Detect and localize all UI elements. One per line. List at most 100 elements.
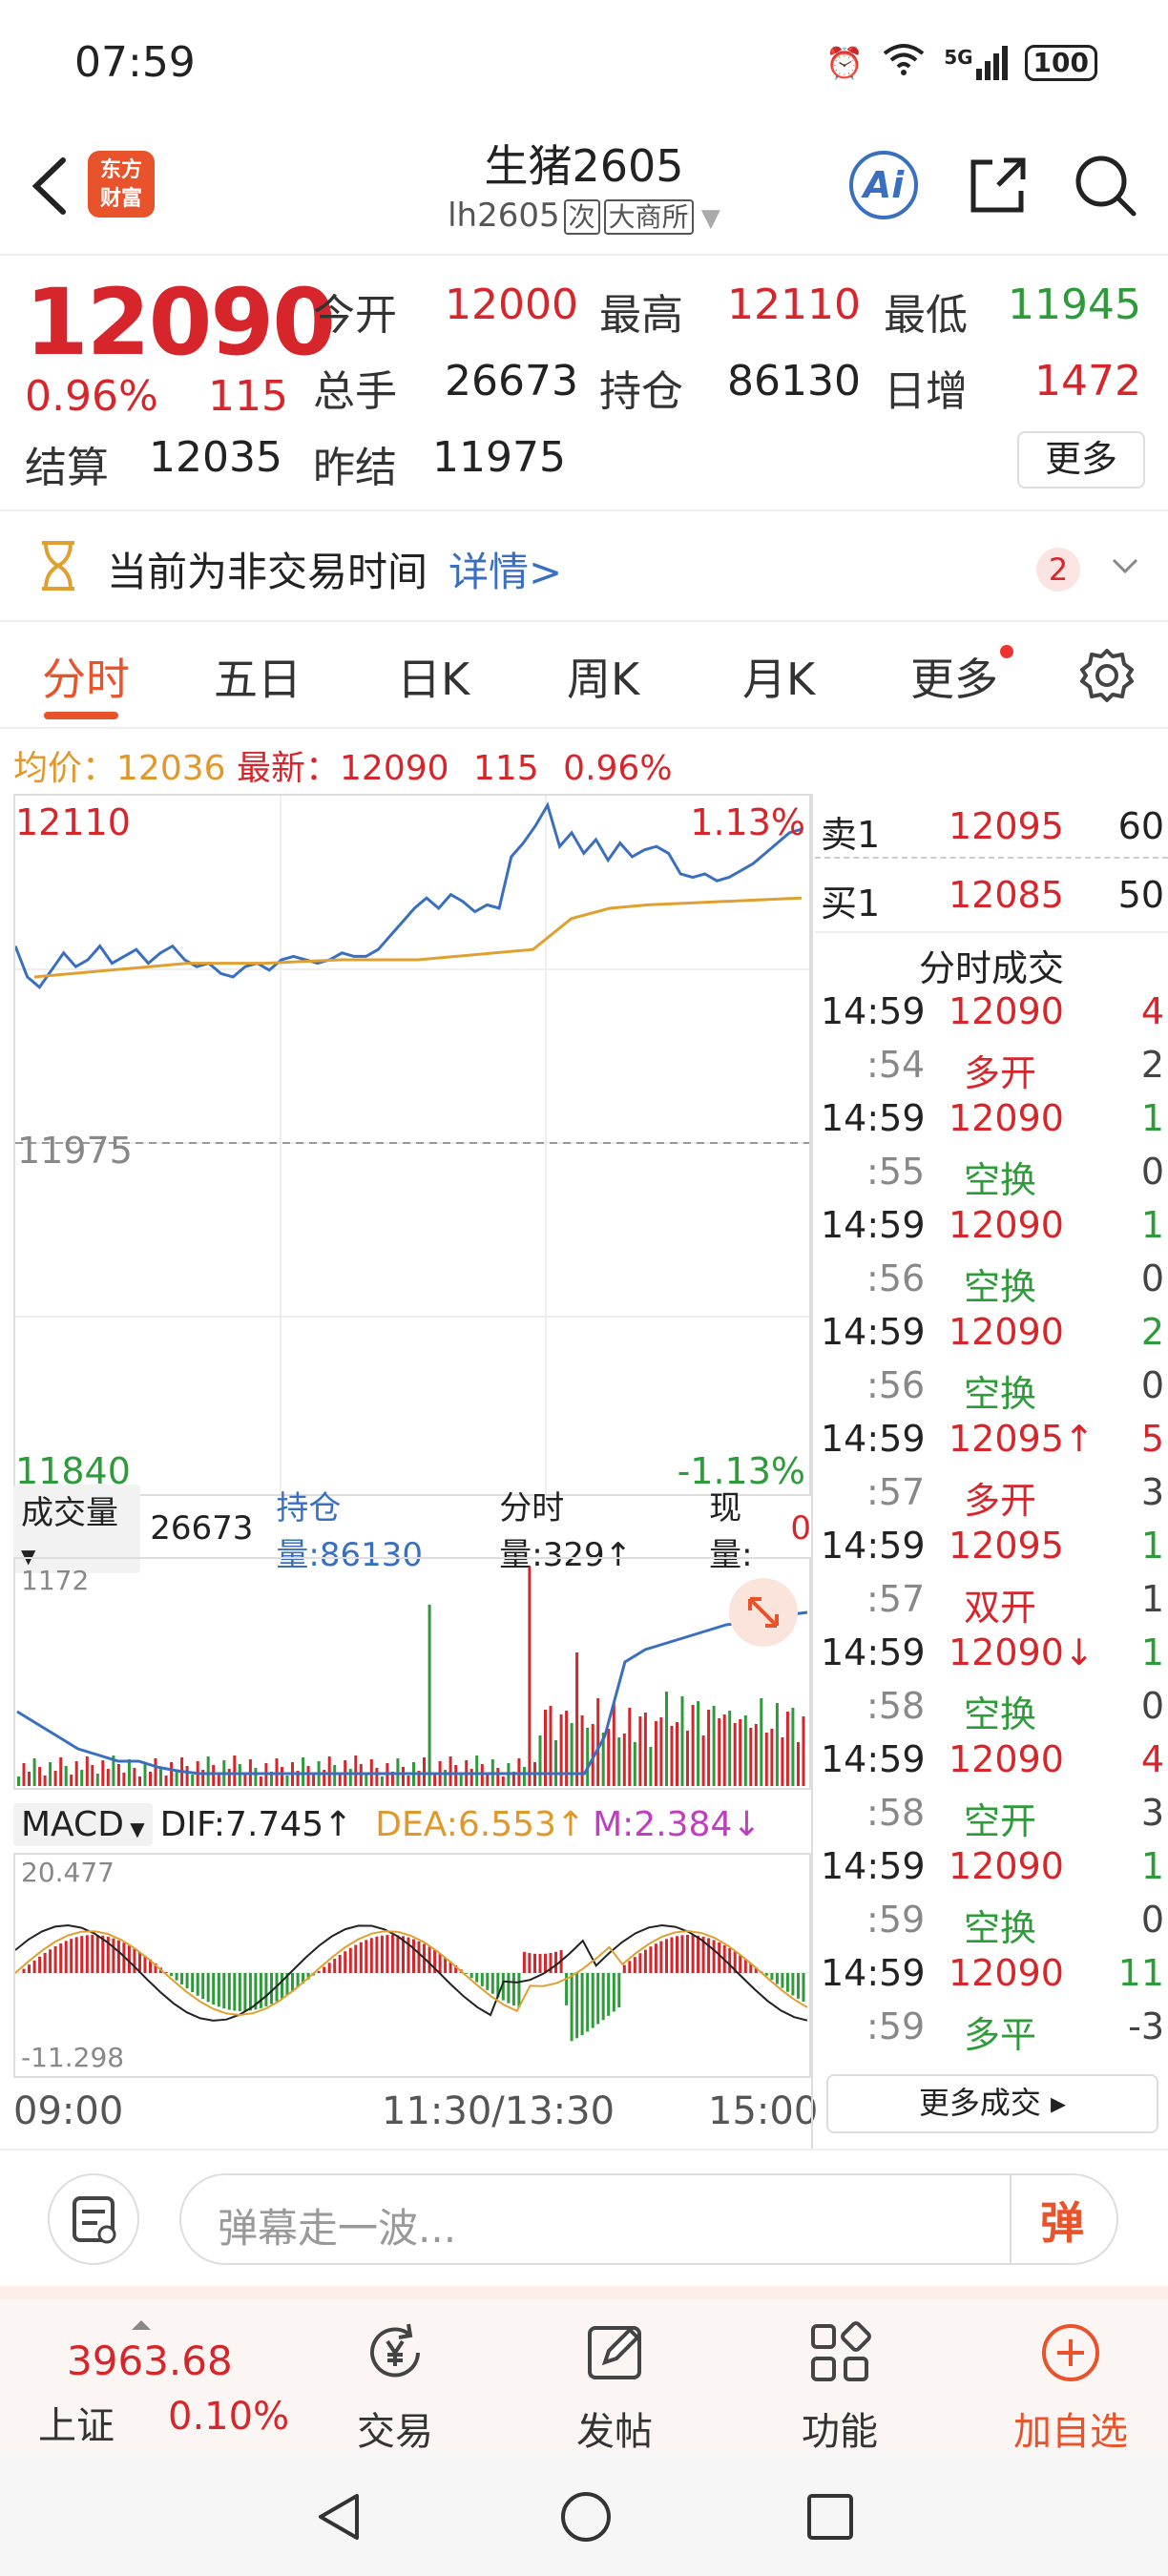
tab-more[interactable]: 更多 [910,645,1013,708]
macd-bar [775,1973,779,1984]
volume-bar [554,1740,557,1786]
back-button[interactable] [23,153,80,219]
macd-chart[interactable]: 20.477 -11.298 [13,1853,811,2078]
volume-header: 成交量 ▼ 26673 持仓量:86130 分时量:329↑ 现量: 0 [13,1484,811,1574]
volume-bar [312,1775,316,1786]
index-ticker[interactable]: 3963.68 上证 0.10% [0,2299,289,2452]
macd-bar [122,1942,126,1973]
volume-bar [433,1775,437,1786]
chevron-down-icon[interactable] [1111,557,1139,576]
chart-tabs: 分时 五日 日K 周K 月K 更多 [0,620,1168,727]
time-axis-start: 09:00 [13,2089,124,2133]
tab-weekly-k[interactable]: 周K [567,654,640,705]
status-icons: ⏰ 5G 100 [825,42,1097,84]
gear-icon[interactable] [1078,647,1136,704]
macd-bar [296,1973,300,1988]
contract-code: lh2605 [448,197,560,235]
volume-bar [28,1772,31,1786]
macd-bar [781,1973,784,1988]
tab-intraday[interactable]: 分时 [42,654,130,705]
volume-bar [296,1771,300,1786]
volume-bar [74,1761,78,1786]
volume-bar [739,1719,742,1786]
volume-bar [486,1773,490,1786]
intraday-price-chart[interactable]: 12110 1.13% 11975 11840 -1.13% [13,794,811,1496]
notice-details-link[interactable]: 详情> [448,549,563,595]
last-value: 12090 [340,749,449,788]
tab-monthly-k[interactable]: 月K [742,654,816,705]
volume-bar [712,1706,716,1786]
trade-price: 12090 [949,990,1064,1032]
volume-bar [549,1706,553,1786]
trade-second: :59 [866,1899,926,1941]
alarm-icon: ⏰ [825,45,865,81]
macd-bar [386,1935,389,1973]
tab-five-day[interactable]: 五日 [214,654,302,705]
tab-daily-k[interactable]: 日K [397,654,470,705]
volume-bar [781,1737,784,1786]
macd-bar [254,1973,258,2010]
macd-bar [528,1953,532,1973]
recent-apps-icon[interactable] [802,2488,859,2545]
volume-bar [38,1767,42,1786]
volume-chart[interactable]: 1172 [13,1557,811,1790]
volume-bar [53,1771,57,1786]
back-triangle-icon[interactable] [311,2488,368,2545]
danmu-input[interactable] [179,2173,1118,2265]
macd-bar [106,1937,110,1973]
ai-button[interactable]: Ai [849,151,918,219]
volume-bar [722,1714,726,1786]
macd-selector[interactable]: MACD ▼ [13,1802,153,1846]
last-label: 最新： [237,749,341,788]
macd-bar [570,1973,574,2042]
trade-type-qty: 3 [1140,1792,1164,1834]
volume-bar [423,1757,426,1786]
trade-qty: 1 [1140,1525,1164,1567]
macd-bar [359,1942,363,1973]
trade-time: 14:59 [821,1204,926,1246]
nav-functions[interactable]: 功能 [763,2299,916,2454]
volume-bar [217,1774,220,1786]
volume-bar [665,1692,668,1786]
macd-bar [638,1953,642,1973]
macd-bar [654,1943,657,1973]
macd-bar [549,1952,553,1973]
logo-text-1: 东方 [99,158,142,182]
battery-icon: 100 [1024,45,1097,81]
macd-bar [444,1957,448,1973]
order-divider [815,857,1168,859]
volume-bar [206,1756,210,1786]
trade-time: 14:59 [821,1418,926,1460]
settle-label: 结算 [25,444,109,492]
nav-post[interactable]: 发帖 [538,2299,691,2454]
share-button[interactable] [964,153,1031,219]
macd-bar [480,1973,484,1986]
volume-bar [302,1757,305,1786]
volume-bar [227,1769,231,1786]
buy-1-price: 12085 [949,874,1064,916]
volume-bar [676,1722,678,1786]
macd-bar [338,1955,342,1973]
nav-add-watchlist[interactable]: 加自选 [994,2299,1147,2454]
nav-trade[interactable]: 交易 [319,2299,471,2454]
macd-bar [43,1952,47,1973]
volume-bar [728,1711,732,1786]
volume-bar [106,1769,110,1786]
search-button[interactable] [1071,151,1139,219]
trade-type: 空换 [964,1907,1037,1949]
contract-subtitle[interactable]: lh2605 次大商所 ▼ [0,197,1168,235]
notice-bar[interactable]: 当前为非交易时间 详情> 2 [0,513,1168,620]
comment-list-button[interactable] [48,2173,139,2265]
home-circle-icon[interactable] [557,2488,615,2545]
trade-second: :54 [866,1044,926,1086]
danmu-send-button[interactable]: 弹 [1040,2197,1084,2249]
more-trades-button[interactable]: 更多成交 ▸ [826,2074,1158,2133]
more-quote-button[interactable]: 更多 [1017,431,1145,488]
trade-second: :56 [866,1364,926,1406]
sell-1-qty: 60 [1117,805,1164,847]
macd-bar [238,1973,241,2011]
red-dot-icon [1000,645,1013,658]
expand-button[interactable] [729,1578,798,1647]
macd-bar [417,1941,421,1973]
macd-bar [291,1973,294,1992]
